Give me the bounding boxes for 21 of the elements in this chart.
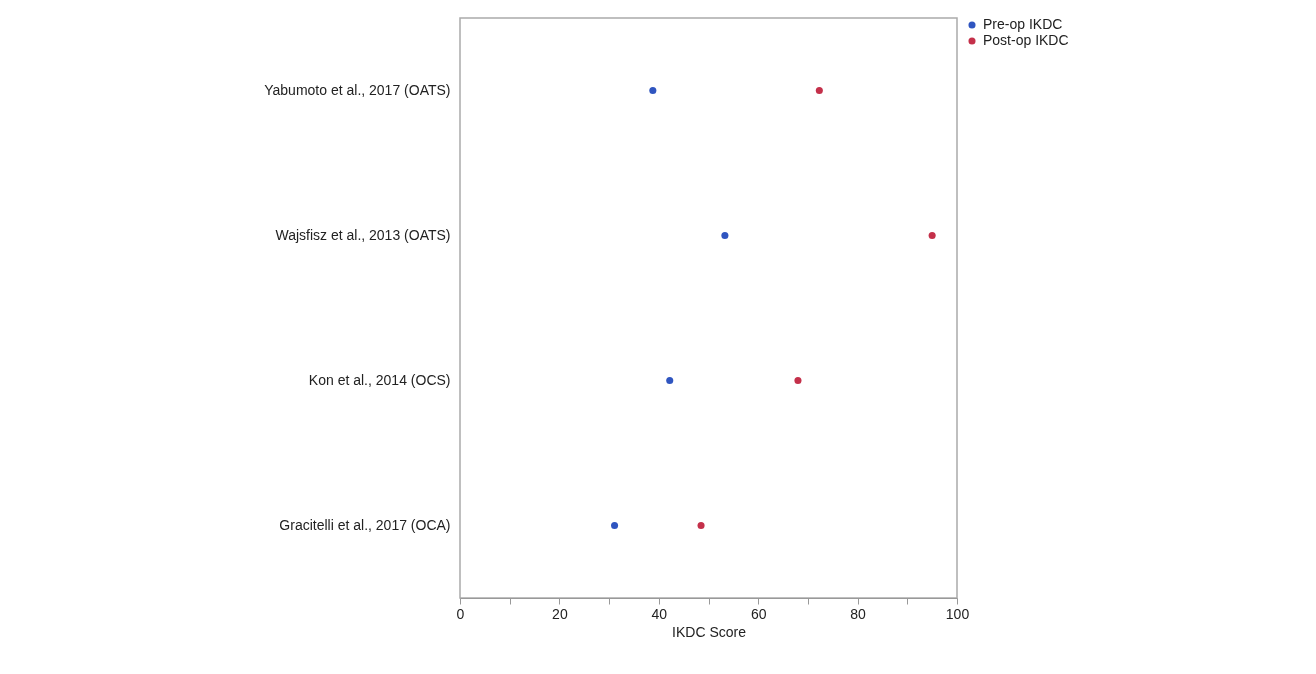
y-tick-label: Kon et al., 2014 (OCS) (308, 372, 451, 388)
legend-label: Post-op IKDC (983, 32, 1069, 48)
x-tick-label: 40 (651, 605, 668, 622)
point (697, 521, 705, 530)
point (649, 86, 657, 95)
x-tick-label: 0 (456, 605, 465, 622)
x-axis-title: IKDC Score (672, 623, 747, 640)
point (721, 231, 729, 240)
point (611, 521, 619, 530)
point (666, 376, 674, 385)
legend-label: Pre-op IKDC (983, 16, 1063, 32)
point (815, 86, 823, 95)
y-tick-label: Yabumoto et al., 2017 (OATS) (264, 82, 451, 98)
y-tick-label: Gracitelli et al., 2017 (OCA) (279, 517, 451, 533)
y-tick-label: Wajsfisz et al., 2013 (OATS) (275, 227, 451, 243)
point (794, 376, 802, 385)
point (928, 231, 936, 240)
x-tick-label: 20 (552, 605, 568, 622)
x-tick-label: 60 (750, 605, 767, 622)
x-tick-label: 100 (945, 605, 970, 622)
x-tick-label: 80 (850, 605, 867, 622)
